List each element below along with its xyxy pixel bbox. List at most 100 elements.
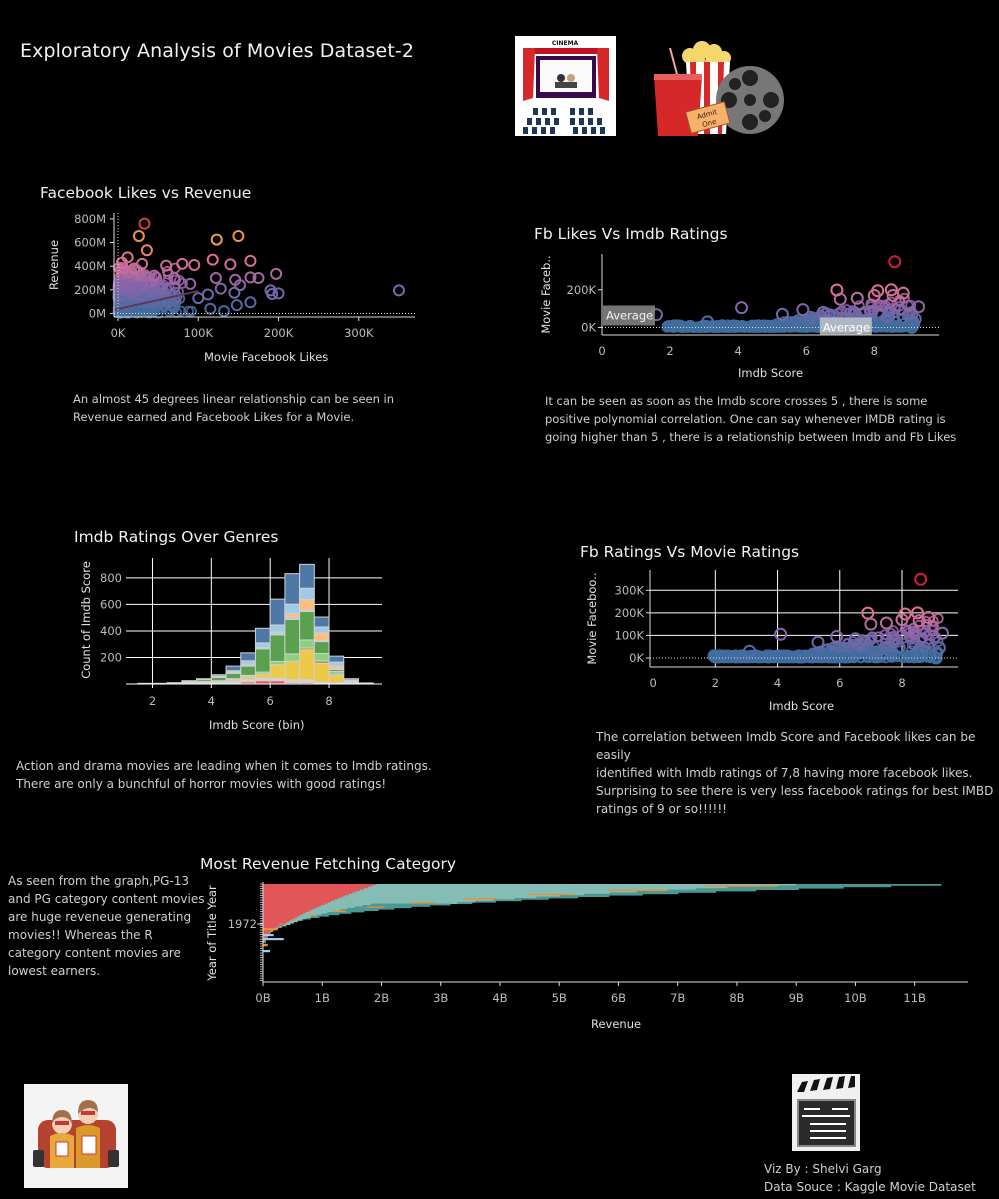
- note-line: and PG category content movies: [8, 892, 205, 906]
- svg-text:4B: 4B: [492, 991, 507, 1005]
- popcorn-drink-film-reel-image: Admit One: [650, 38, 790, 138]
- note-line: are huge reveneue generating: [8, 910, 192, 924]
- svg-text:2B: 2B: [374, 991, 389, 1005]
- cinema-label: CINEMA: [552, 40, 579, 47]
- svg-text:9B: 9B: [789, 991, 804, 1005]
- note-line: Action and drama movies are leading when…: [16, 759, 432, 773]
- note-line: identified with Imdb ratings of 7,8 havi…: [596, 766, 973, 780]
- chart-title-category: Most Revenue Fetching Category: [200, 855, 457, 873]
- credits: Viz By : Shelvi Garg Data Souce : Kaggle…: [764, 1160, 976, 1196]
- chart-fb-likes-vs-imdb[interactable]: Movie Faceb.. 0K 200K 0 2 4 6 8 Average Average: [534, 246, 954, 361]
- svg-text:200: 200: [100, 650, 122, 664]
- chart-fb-ratings-vs-movie-ratings[interactable]: Movie Faceboo.. 0K 100K 200K 300K 0 2 4 6 8: [580, 565, 970, 690]
- data-source-credit: Data Souce : Kaggle Movie Dataset: [764, 1180, 976, 1194]
- note-line: ratings of 9 or so!!!!!!: [596, 802, 727, 816]
- chart-fb-likes-vs-revenue[interactable]: Revenue 0M 200M 400M 600M 800M 0K 100K 200K 300K: [40, 205, 430, 365]
- svg-text:400M: 400M: [74, 259, 106, 273]
- svg-text:4: 4: [208, 694, 215, 708]
- svg-text:200M: 200M: [74, 283, 106, 297]
- svg-text:8: 8: [325, 694, 332, 708]
- svg-text:2: 2: [712, 676, 719, 690]
- x-axis-label-imdb-score-2: Imdb Score: [769, 699, 835, 713]
- svg-text:300K: 300K: [344, 326, 374, 340]
- svg-text:0: 0: [649, 676, 656, 690]
- chart-title-fb-imdb: Fb Likes Vs Imdb Ratings: [534, 225, 728, 243]
- svg-text:200K: 200K: [264, 326, 294, 340]
- note-line: Surprising to see there is very less fac…: [596, 784, 994, 798]
- svg-text:8B: 8B: [729, 991, 744, 1005]
- svg-text:4: 4: [774, 676, 781, 690]
- svg-text:0: 0: [598, 344, 605, 358]
- note-line: As seen from the graph,PG-13: [8, 874, 190, 888]
- svg-text:3B: 3B: [433, 991, 448, 1005]
- svg-text:6: 6: [803, 344, 810, 358]
- svg-text:600M: 600M: [74, 236, 106, 250]
- note-line: An almost 45 degrees linear relationship…: [73, 392, 395, 406]
- note-line: It can be seen as soon as the Imdb score…: [545, 394, 928, 408]
- note-line: Revenue earned and Facebook Likes for a …: [73, 410, 355, 424]
- svg-text:Year of Title Year: Year of Title Year: [205, 885, 219, 982]
- svg-text:Count of Imdb Score: Count of Imdb Score: [79, 561, 93, 679]
- svg-text:4: 4: [734, 344, 741, 358]
- svg-text:0K: 0K: [111, 326, 126, 340]
- svg-text:0M: 0M: [89, 306, 106, 320]
- svg-text:0K: 0K: [629, 651, 644, 665]
- svg-text:Movie Faceb..: Movie Faceb..: [539, 255, 553, 333]
- svg-text:2: 2: [149, 694, 156, 708]
- svg-text:2: 2: [666, 344, 673, 358]
- note-line: There are only a bunchful of horror movi…: [16, 777, 387, 791]
- svg-text:1B: 1B: [315, 991, 330, 1005]
- svg-text:300K: 300K: [615, 583, 645, 597]
- svg-text:7B: 7B: [670, 991, 685, 1005]
- svg-text:6: 6: [267, 694, 274, 708]
- svg-text:10B: 10B: [844, 991, 867, 1005]
- cinema-stage-image: CINEMA: [515, 36, 616, 136]
- svg-text:200K: 200K: [567, 283, 597, 297]
- svg-text:800: 800: [100, 571, 122, 585]
- svg-text:400: 400: [100, 624, 122, 638]
- chart-imdb-ratings-over-genres[interactable]: Count of Imdb Score 200 400 600 800 2 4 6 8: [74, 550, 394, 710]
- svg-text:Average: Average: [606, 308, 653, 322]
- viz-by-credit: Viz By : Shelvi Garg: [764, 1162, 882, 1176]
- svg-text:11B: 11B: [903, 991, 926, 1005]
- svg-text:100K: 100K: [184, 326, 214, 340]
- couple-watching-movie-image: [24, 1084, 128, 1188]
- svg-text:Average: Average: [823, 320, 870, 334]
- note-fb-revenue: An almost 45 degrees linear relationship…: [73, 390, 394, 426]
- svg-text:800M: 800M: [74, 212, 106, 226]
- note-line: The correlation between Imdb Score and F…: [596, 730, 976, 762]
- svg-text:0K: 0K: [581, 320, 596, 334]
- note-line: category content movies are: [8, 946, 181, 960]
- note-category: As seen from the graph,PG-13 and PG cate…: [8, 872, 204, 980]
- svg-text:Movie Faceboo..: Movie Faceboo..: [585, 572, 599, 664]
- svg-text:6B: 6B: [611, 991, 626, 1005]
- svg-text:1972: 1972: [228, 917, 257, 931]
- ticket-text-one: One: [701, 118, 717, 129]
- chart-title-genres: Imdb Ratings Over Genres: [74, 528, 279, 546]
- svg-text:5B: 5B: [552, 991, 567, 1005]
- note-genres: Action and drama movies are leading when…: [16, 757, 432, 793]
- x-axis-label-imdb-score: Imdb Score: [738, 366, 804, 380]
- x-axis-label-revenue: Revenue: [591, 1017, 642, 1031]
- x-axis-label-fb-likes: Movie Facebook Likes: [204, 350, 329, 364]
- clapperboard-image: [792, 1074, 860, 1151]
- chart-title-fb-revenue: Facebook Likes vs Revenue: [40, 184, 252, 202]
- x-axis-label-imdb-bin: Imdb Score (bin): [209, 718, 305, 732]
- dashboard-title: Exploratory Analysis of Movies Dataset-2: [20, 40, 415, 62]
- note-fb-movie-ratings: The correlation between Imdb Score and F…: [596, 728, 999, 818]
- svg-text:200K: 200K: [615, 606, 645, 620]
- note-fb-imdb: It can be seen as soon as the Imdb score…: [545, 392, 956, 446]
- svg-text:0B: 0B: [255, 991, 270, 1005]
- chart-title-fb-movie-ratings: Fb Ratings Vs Movie Ratings: [580, 543, 800, 561]
- svg-text:100K: 100K: [615, 628, 645, 642]
- svg-text:600: 600: [100, 597, 122, 611]
- note-line: movies!! Whereas the R: [8, 928, 153, 942]
- svg-text:6: 6: [836, 676, 843, 690]
- note-line: lowest earners.: [8, 964, 101, 978]
- note-line: going higher than 5 , there is a relatio…: [545, 430, 957, 444]
- chart-most-revenue-fetching-category[interactable]: Year of Title Year 1972 0B 1B 2B 3B 4B 5B 6B 7B 8B…: [200, 878, 975, 1008]
- note-line: positive polynomial correlation. One can…: [545, 412, 946, 426]
- svg-text:8: 8: [898, 676, 905, 690]
- svg-text:Revenue: Revenue: [47, 240, 61, 290]
- svg-text:8: 8: [871, 344, 878, 358]
